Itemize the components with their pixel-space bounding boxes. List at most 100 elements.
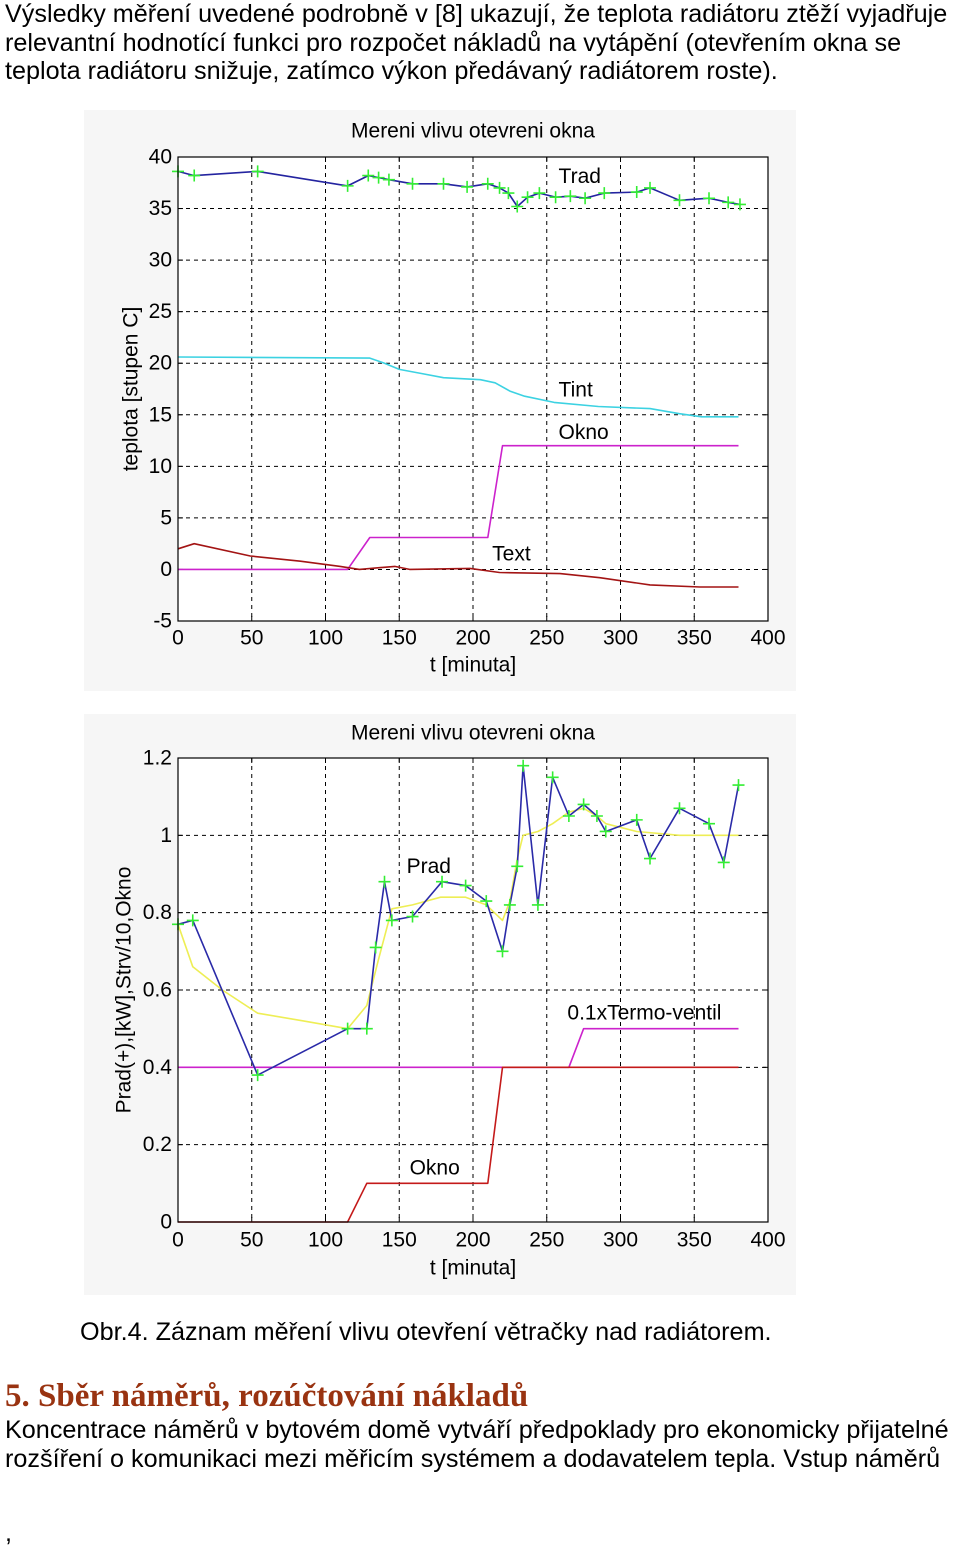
x-axis-label: t [minuta]	[430, 1257, 516, 1280]
intro-line-1: Výsledky měření uvedené podrobně v [8] u…	[5, 0, 948, 28]
y-tick-label: 0	[160, 1211, 172, 1234]
series-line-0-1xtermo-ventil	[178, 1027, 739, 1069]
data-point-marker-trad	[382, 173, 395, 186]
data-point-marker-prad	[599, 825, 612, 838]
data-point-marker-trad	[598, 187, 611, 200]
x-tick-label: 200	[455, 1229, 490, 1252]
data-point-marker-trad	[579, 192, 592, 205]
section-line-2: rozšíření o komunikaci mezi měřicím syst…	[5, 1445, 941, 1473]
y-tick-label: 1	[160, 824, 172, 847]
series-line-prad	[177, 764, 740, 1076]
y-axis-label: Prad(+),[kW],Strv/10,Okno	[113, 867, 136, 1114]
x-tick-label: 50	[240, 1229, 263, 1252]
y-axis-label: teplota [stupen C]	[120, 307, 143, 472]
data-point-marker-prad	[630, 813, 643, 826]
data-point-marker-prad	[511, 860, 524, 873]
series-label-0-1xtermo-ventil: 0.1xTermo-ventil	[567, 1002, 721, 1025]
series-label-text: Text	[492, 542, 531, 565]
x-tick-label: 400	[750, 1229, 785, 1252]
x-tick-label: 350	[677, 1229, 712, 1252]
data-point-marker-trad	[511, 200, 524, 213]
page-end-mark: ,	[5, 1519, 12, 1547]
data-point-marker-prad	[341, 1022, 354, 1035]
x-tick-label: 400	[750, 627, 785, 650]
y-tick-label: 0	[160, 558, 172, 581]
y-tick-label: 20	[149, 352, 172, 375]
data-point-marker-trad	[673, 194, 686, 207]
data-point-marker-prad	[459, 879, 472, 892]
data-point-marker-prad	[378, 875, 391, 888]
data-point-marker-trad	[502, 187, 515, 200]
figure-caption: Obr.4. Záznam měření vlivu otevření větr…	[80, 1318, 772, 1346]
axes-frame	[177, 757, 769, 1223]
data-point-marker-prad	[436, 875, 449, 888]
figure-chart-temperature: 0 50 100 150 200 250 300 350 400 -5 0 5 10 15 20 25 30 35…	[80, 108, 800, 693]
y-tick-label: 0.8	[143, 901, 172, 924]
x-tick-label: 0	[172, 1229, 184, 1252]
data-point-marker-prad	[496, 945, 509, 958]
x-tick-label: 50	[240, 627, 263, 650]
data-point-marker-trad	[461, 180, 474, 193]
chart-title: Mereni vlivu otevreni okna	[351, 722, 595, 745]
x-tick-label: 100	[308, 1229, 343, 1252]
x-tick-label: 250	[529, 1229, 564, 1252]
data-point-marker-prad	[186, 914, 199, 927]
y-tick-label: 0.6	[143, 979, 172, 1002]
data-point-marker-prad	[406, 910, 419, 923]
chart-title: Mereni vlivu otevreni okna	[351, 120, 595, 143]
data-point-marker-trad	[533, 187, 546, 200]
series-line-tint	[177, 356, 739, 418]
x-tick-label: 150	[382, 1229, 417, 1252]
data-point-marker-prad	[531, 898, 544, 911]
data-point-marker-prad	[732, 779, 745, 792]
x-tick-label: 300	[603, 1229, 638, 1252]
data-point-marker-prad	[703, 817, 715, 830]
series-label-trad: Trad	[559, 165, 601, 188]
data-point-marker-trad	[481, 177, 494, 190]
y-tick-label: 10	[149, 455, 172, 478]
y-tick-label: 25	[149, 300, 172, 323]
data-point-marker-prad	[360, 1022, 373, 1035]
x-tick-label: 250	[529, 627, 564, 650]
y-tick-label: 0.2	[143, 1133, 172, 1156]
data-point-marker-trad	[406, 177, 419, 190]
data-point-marker-prad	[369, 941, 382, 954]
x-tick-label: 300	[603, 627, 638, 650]
data-point-marker-trad	[733, 198, 746, 211]
series-label-prad: Prad	[407, 855, 451, 878]
data-point-marker-trad	[188, 169, 201, 182]
data-point-marker-trad	[521, 191, 534, 204]
x-tick-label: 0	[172, 627, 184, 650]
y-tick-label: 30	[149, 249, 172, 272]
data-point-marker-prad	[562, 810, 575, 822]
data-point-marker-trad	[251, 165, 264, 178]
series-line-okno	[178, 444, 739, 571]
y-tick-label: 0.4	[143, 1056, 173, 1079]
intro-line-2: relevantní hodnotící funkci pro rozpočet…	[5, 29, 902, 57]
data-point-marker-trad	[362, 169, 375, 182]
data-point-marker-prad	[517, 759, 530, 772]
section-line-1: Koncentrace náměrů v bytovém domě vytvář…	[5, 1416, 949, 1444]
data-point-marker-prad	[480, 895, 493, 908]
intro-line-3: teplota radiátoru snižuje, zatímco výkon…	[5, 57, 778, 85]
data-point-marker-prad	[503, 898, 516, 911]
chart-power: 0 50 100 150 200 250 300 350 400 0 0.2 0.4 0.6 0.8 1 1.…	[84, 714, 796, 1295]
data-point-marker-prad	[717, 856, 730, 869]
data-point-marker-prad	[577, 798, 590, 811]
data-point-marker-trad	[722, 196, 735, 209]
data-point-marker-prad	[385, 914, 398, 927]
data-point-marker-trad	[630, 186, 643, 199]
data-point-marker-trad	[703, 192, 715, 205]
data-point-marker-trad	[437, 177, 450, 190]
y-tick-label: 1.2	[143, 747, 172, 770]
x-axis-label: t [minuta]	[430, 654, 516, 677]
y-tick-label: -5	[153, 610, 172, 633]
section-heading: 5. Sběr náměrů, rozúčtování nákladů	[5, 1378, 529, 1414]
y-tick-label: 15	[149, 403, 172, 426]
data-point-marker-trad	[564, 190, 577, 203]
chart-temperature: 0 50 100 150 200 250 300 350 400-505101520253035…	[84, 110, 796, 691]
series-label-okno: Okno	[410, 1156, 460, 1179]
x-tick-label: 100	[308, 627, 343, 650]
x-tick-label: 350	[677, 627, 712, 650]
y-tick-label: 35	[149, 197, 172, 220]
